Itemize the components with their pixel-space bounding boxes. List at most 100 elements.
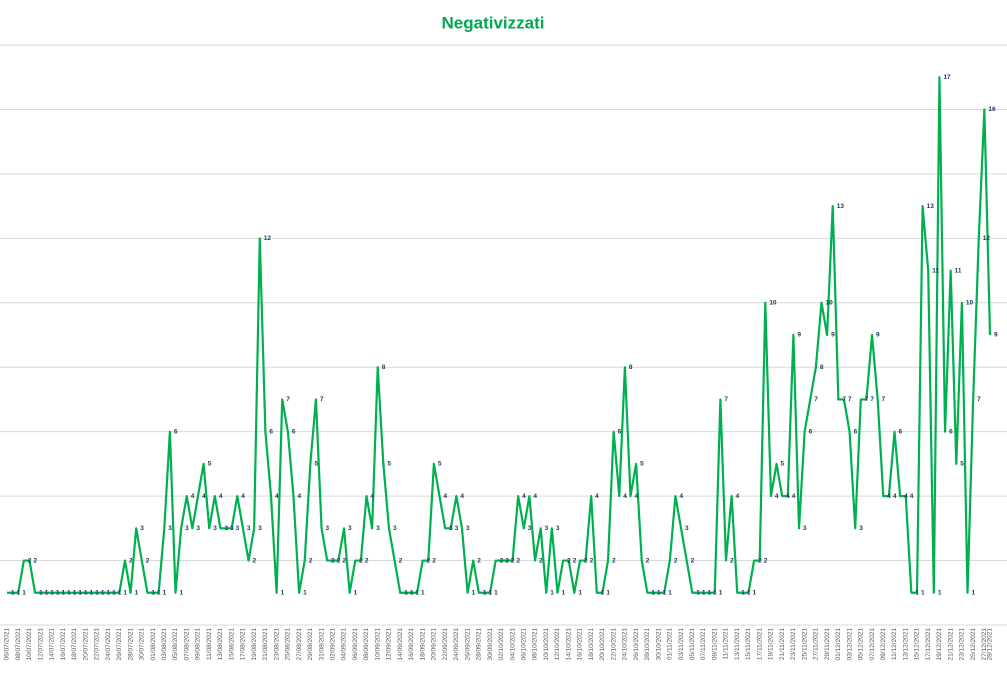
data-label: 5 [781,461,785,468]
x-tick-label: 16/09/2021 [408,628,415,661]
x-tick-label: 23/08/2021 [273,628,280,661]
data-label: 2 [365,557,369,564]
x-tick-label: 02/09/2021 [330,628,337,661]
data-label: 12 [264,235,272,242]
x-tick-label: 13/11/2021 [734,628,741,660]
data-label: 4 [775,493,779,500]
x-tick-label: 29/08/2021 [307,628,314,661]
x-tick-label: 23/12/2021 [959,628,966,661]
data-label: 5 [314,461,318,468]
data-label: 5 [208,461,212,468]
data-label: 5 [640,461,644,468]
data-label: 11 [955,267,962,274]
data-label: 7 [882,396,886,403]
data-label: 2 [129,557,133,564]
data-label: 2 [253,557,257,564]
x-tick-label: 16/10/2021 [577,628,584,661]
data-label: 4 [444,493,448,500]
x-tick-label: 26/10/2021 [633,628,640,661]
data-label: 1 [663,589,667,596]
data-label: 4 [297,493,301,500]
data-label: 4 [792,493,796,500]
x-tick-label: 10/10/2021 [543,628,550,661]
data-label: 10 [966,299,974,306]
data-label: 3 [230,525,234,532]
data-label: 1 [118,589,122,596]
data-label: 7 [814,396,818,403]
x-tick-label: 15/12/2021 [914,628,921,661]
data-label: 4 [522,493,526,500]
data-label: 1 [421,589,425,596]
data-label: 2 [427,557,431,564]
data-label: 1 [719,589,723,596]
data-label: 3 [393,525,397,532]
data-label: 2 [511,557,515,564]
x-tick-label: 29/11/2021 [824,628,831,660]
data-label: 1 [404,589,408,596]
data-label: 3 [224,525,228,532]
data-label: 6 [269,428,273,435]
data-label: 2 [567,557,571,564]
data-label: 3 [803,525,807,532]
data-label: 2 [758,557,762,564]
data-label: 2 [505,557,509,564]
data-label: 3 [685,525,689,532]
data-label: 3 [140,525,144,532]
data-label: 1 [578,589,582,596]
x-tick-label: 06/10/2021 [520,628,527,661]
data-label: 4 [219,493,223,500]
data-label: 1 [747,589,751,596]
x-tick-label: 16/07/2021 [60,628,67,661]
data-label: 13 [837,203,845,210]
data-label: 1 [11,589,15,596]
data-label: 1 [135,589,139,596]
chart-title: Negativizzati [442,13,545,32]
data-label: 2 [342,557,346,564]
data-label: 4 [623,493,627,500]
data-label: 1 [668,589,672,596]
x-tick-label: 31/08/2021 [318,628,325,661]
data-label: 3 [528,525,532,532]
data-label: 1 [494,589,498,596]
x-tick-label: 19/12/2021 [936,628,943,661]
x-tick-label: 21/12/2021 [947,628,954,661]
data-label: 6 [949,428,953,435]
data-label: 6 [618,428,622,435]
x-tick-label: 17/12/2021 [925,628,932,661]
x-tick-label: 10/09/2021 [374,628,381,661]
data-label: 8 [820,364,824,371]
x-tick-label: 04/10/2021 [509,628,516,661]
x-tick-label: 25/12/2021 [970,628,977,661]
x-tick-label: 12/09/2021 [386,628,393,661]
data-label: 2 [337,557,341,564]
x-tick-label: 23/11/2021 [790,628,797,660]
data-label: 3 [455,525,459,532]
data-label: 1 [56,589,60,596]
data-label: 1 [702,589,706,596]
data-label: 2 [309,557,313,564]
data-label: 1 [106,589,110,596]
x-tick-label: 28/09/2021 [476,628,483,661]
x-tick-label: 12/10/2021 [554,628,561,661]
data-label: 5 [438,461,442,468]
x-tick-label: 12/07/2021 [37,628,44,661]
data-label: 1 [972,589,976,596]
data-label: 2 [646,557,650,564]
data-label: 1 [708,589,712,596]
data-label: 4 [887,493,891,500]
x-tick-label: 17/08/2021 [240,628,247,661]
x-tick-label: 26/09/2021 [464,628,471,661]
data-label: 2 [500,557,504,564]
x-tick-label: 19/08/2021 [251,628,258,661]
data-label: 6 [899,428,903,435]
data-label: 1 [483,589,487,596]
x-tick-label: 22/09/2021 [442,628,449,661]
x-tick-label: 21/08/2021 [262,628,269,661]
data-label: 7 [320,396,324,403]
data-label: 1 [606,589,610,596]
x-tick-label: 17/11/2021 [756,628,763,660]
x-tick-label: 30/09/2021 [487,628,494,661]
data-label: 1 [50,589,54,596]
data-label: 5 [960,461,964,468]
